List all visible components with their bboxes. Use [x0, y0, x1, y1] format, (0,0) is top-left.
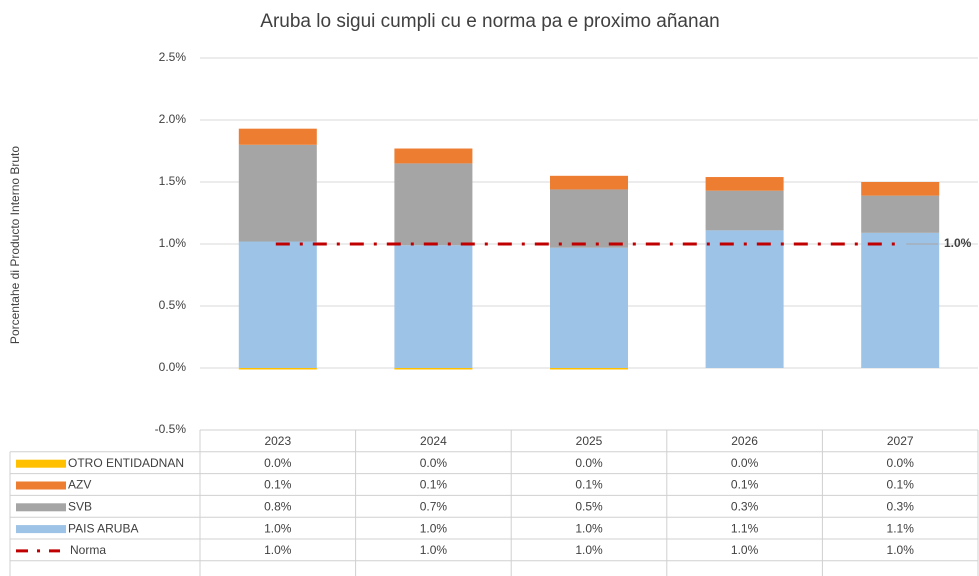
bar [861, 182, 940, 196]
bar [705, 177, 784, 191]
y-tick-label: 2.0% [159, 112, 187, 126]
data-label: 0.0% [420, 456, 448, 470]
bar [550, 175, 628, 190]
data-label: 1.0% [575, 543, 603, 557]
legend-label: SVB [68, 499, 92, 513]
bar [705, 230, 784, 368]
data-label: 0.0% [264, 456, 292, 470]
bar [238, 368, 317, 370]
data-label: 1.0% [420, 521, 448, 535]
annotation: 1.0% [944, 236, 972, 250]
chart-title: Aruba lo sigui cumpli cu e norma pa e pr… [260, 11, 719, 32]
legend-swatch [16, 503, 66, 512]
data-label: 1.0% [264, 543, 292, 557]
legend-label: PAIS ARUBA [68, 521, 138, 535]
data-label: 0.0% [575, 456, 603, 470]
data-label: 0.8% [264, 499, 292, 513]
bar [550, 247, 628, 368]
legend-label: AZV [68, 478, 91, 492]
data-label: 1.0% [887, 543, 915, 557]
bar [861, 232, 940, 368]
y-tick-label: 1.5% [159, 174, 187, 188]
data-label: 0.7% [420, 499, 448, 513]
bar [238, 241, 317, 368]
legend-swatch [16, 459, 66, 468]
x-tick-label: 2025 [576, 434, 603, 448]
data-label: 0.5% [575, 499, 603, 513]
data-label: 1.0% [264, 521, 292, 535]
bar [861, 195, 940, 233]
data-label: 0.0% [887, 456, 915, 470]
y-tick-label: 0.5% [159, 298, 187, 312]
bar [705, 190, 784, 231]
legend-label: Norma [70, 543, 106, 557]
data-label: 0.1% [264, 478, 292, 492]
bar [394, 148, 473, 164]
x-tick-label: 2026 [731, 434, 758, 448]
y-tick-label: 0.0% [159, 360, 187, 374]
bar [238, 128, 317, 145]
data-label: 0.3% [887, 499, 915, 513]
bar [550, 368, 628, 370]
data-label: 1.0% [575, 521, 603, 535]
x-tick-label: 2024 [420, 434, 447, 448]
data-label: 0.3% [731, 499, 759, 513]
bar [394, 245, 473, 368]
data-label: 0.0% [731, 456, 759, 470]
x-tick-label: 2023 [264, 434, 291, 448]
y-tick-label: 2.5% [159, 50, 187, 64]
data-label: 1.1% [887, 521, 915, 535]
data-label: 1.1% [731, 521, 759, 535]
data-label: 0.1% [887, 478, 915, 492]
data-label: 1.0% [731, 543, 759, 557]
data-label: 0.1% [731, 478, 759, 492]
bar [238, 144, 317, 242]
bar [394, 163, 473, 246]
bar [394, 368, 473, 370]
data-label: 0.1% [420, 478, 448, 492]
y-axis-label: Porcentahe di Producto Interno Bruto [8, 146, 22, 344]
legend-label: OTRO ENTIDADNAN [68, 456, 184, 470]
legend-swatch [16, 525, 66, 534]
y-tick-label: -0.5% [155, 422, 187, 436]
legend-swatch [16, 481, 66, 490]
x-tick-label: 2027 [887, 434, 914, 448]
y-tick-label: 1.0% [159, 236, 187, 250]
bar [550, 189, 628, 248]
data-label: 1.0% [420, 543, 448, 557]
data-label: 0.1% [575, 478, 603, 492]
